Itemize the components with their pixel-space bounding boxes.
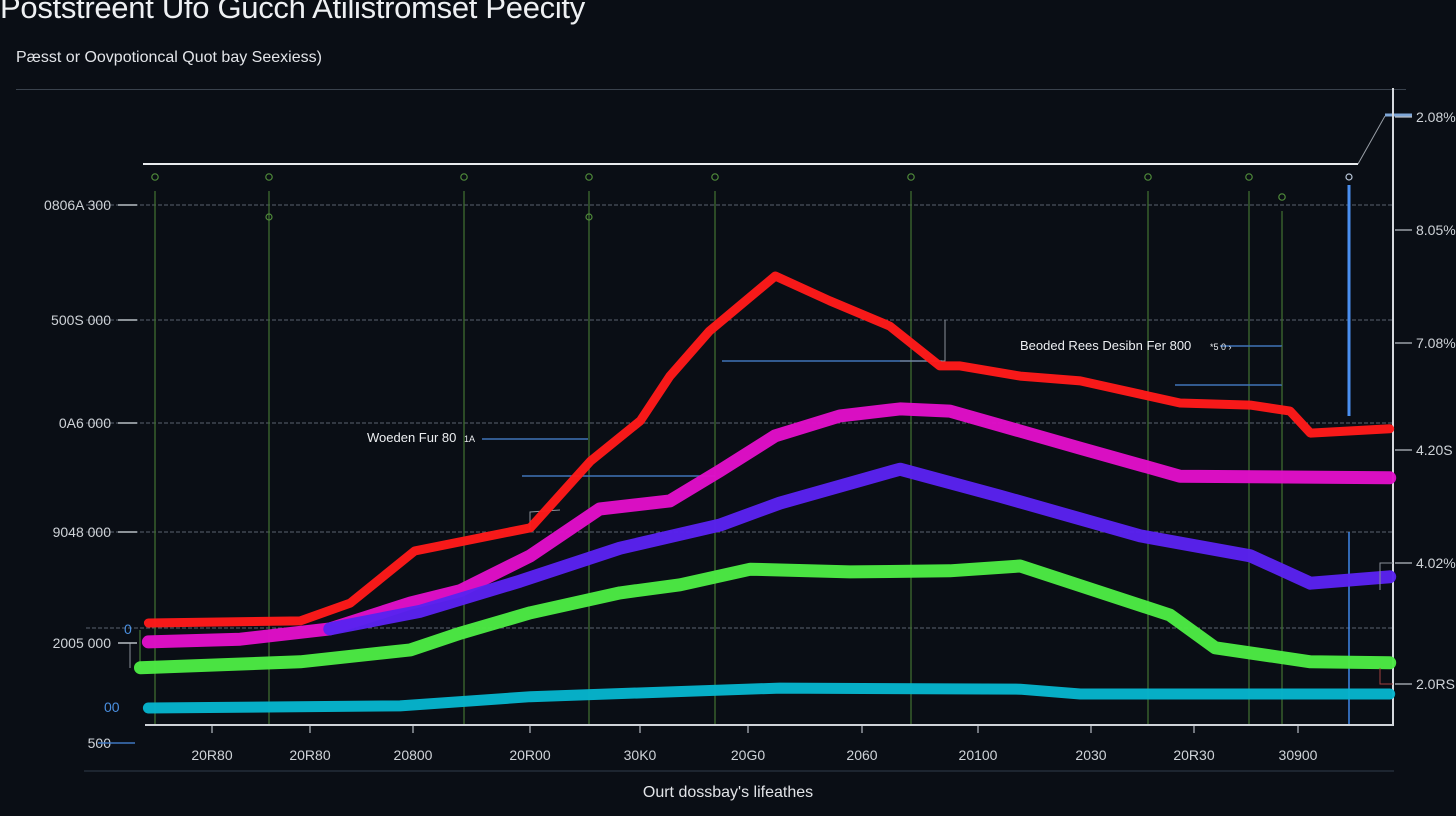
corner-leader [1357,115,1386,165]
marker-dot [460,173,468,181]
y-left-tick-label: 0A6 000 [59,415,111,431]
y-axis-right: 2.08% 8.05% 7.08% 4.20S 4.02% 2.0RS [1379,109,1456,692]
series-line-cyan [142,682,1396,714]
x-tick-label: 30K0 [624,747,657,763]
series-line-green [134,559,1397,675]
y-left-tick-label: 2005 000 [53,635,112,651]
marker-dot [1345,173,1353,181]
marker-dot [1278,193,1286,201]
annotation-leader-lines [128,320,1283,668]
y-left-tick-label: 0806A 300 [44,197,111,213]
x-tick-label: 2060 [846,747,877,763]
callout-bracket [1379,562,1393,590]
annotation-beoded-suffix: *5 0 › [1210,342,1232,352]
y-right-tick-label: 4.02% [1416,555,1456,571]
chart-title: Poststreent Ufo Gucch Atilistromset Peec… [0,0,585,25]
x-tick-label: 20G0 [731,747,765,763]
grid-lines [86,204,1392,629]
marker-dot [585,173,593,181]
marker-dot [1245,173,1253,181]
x-tick-label: 20R80 [289,747,330,763]
y-right-tick-label: 2.08% [1416,109,1456,125]
marker-dot [151,173,159,181]
x-tick-label: 30900 [1279,747,1318,763]
annotation-woeden-suffix: 1A [464,434,475,444]
x-axis-title: Ourt dossbay's lifeathes [642,784,814,801]
x-axis: 20R80 20R80 20800 20R00 30K0 20G0 2060 20100 203… [191,726,1318,763]
marker-dot [1144,173,1152,181]
marker-dot [585,213,593,221]
annotation-bracket [900,320,946,362]
y-right-tick-label: 8.05% [1416,222,1456,238]
callout-bracket [1379,668,1393,685]
x-tick-label: 20100 [959,747,998,763]
marker-label-00: 00 [104,699,120,715]
footer-divider [84,770,1394,772]
header-divider [16,89,1406,90]
plot-frame [143,88,1394,726]
marker-dot [711,173,719,181]
annotation-beoded: Beoded Rees Desibn Fer 800 [1020,338,1191,353]
y-left-tick-label: 500S 000 [51,312,111,328]
y-right-tick-label: 7.08% [1416,335,1456,351]
y-right-tick-label: 2.0RS [1416,676,1455,692]
x-tick-label: 20R00 [509,747,550,763]
y-right-tick-label: 4.20S [1416,442,1453,458]
marker-dot [265,173,273,181]
annotation-bracket [128,642,131,668]
y-left-tick-label: 9048 000 [53,524,112,540]
series-line-purple [323,462,1397,636]
marker-dot [907,173,915,181]
x-tick-label: 2030 [1075,747,1106,763]
x-tick-label: 20R80 [191,747,232,763]
series-lines [134,271,1397,714]
vertical-marker-lines [151,113,1412,725]
annotations: Woeden Fur 80 1A Beoded Rees Desibn Fer … [104,338,1232,715]
annotation-woeden: Woeden Fur 80 [367,430,456,445]
marker-label-0: 0 [124,621,132,637]
x-tick-label: 20800 [394,747,433,763]
chart-subtitle: Pæsst or Oovpotioncal Quot bay Seexiess) [16,49,322,66]
y-axis-left: 0806A 300 500S 000 0A6 000 9048 000 2005 000… [44,197,137,751]
x-tick-label: 20R30 [1173,747,1214,763]
marker-dot [265,213,273,221]
